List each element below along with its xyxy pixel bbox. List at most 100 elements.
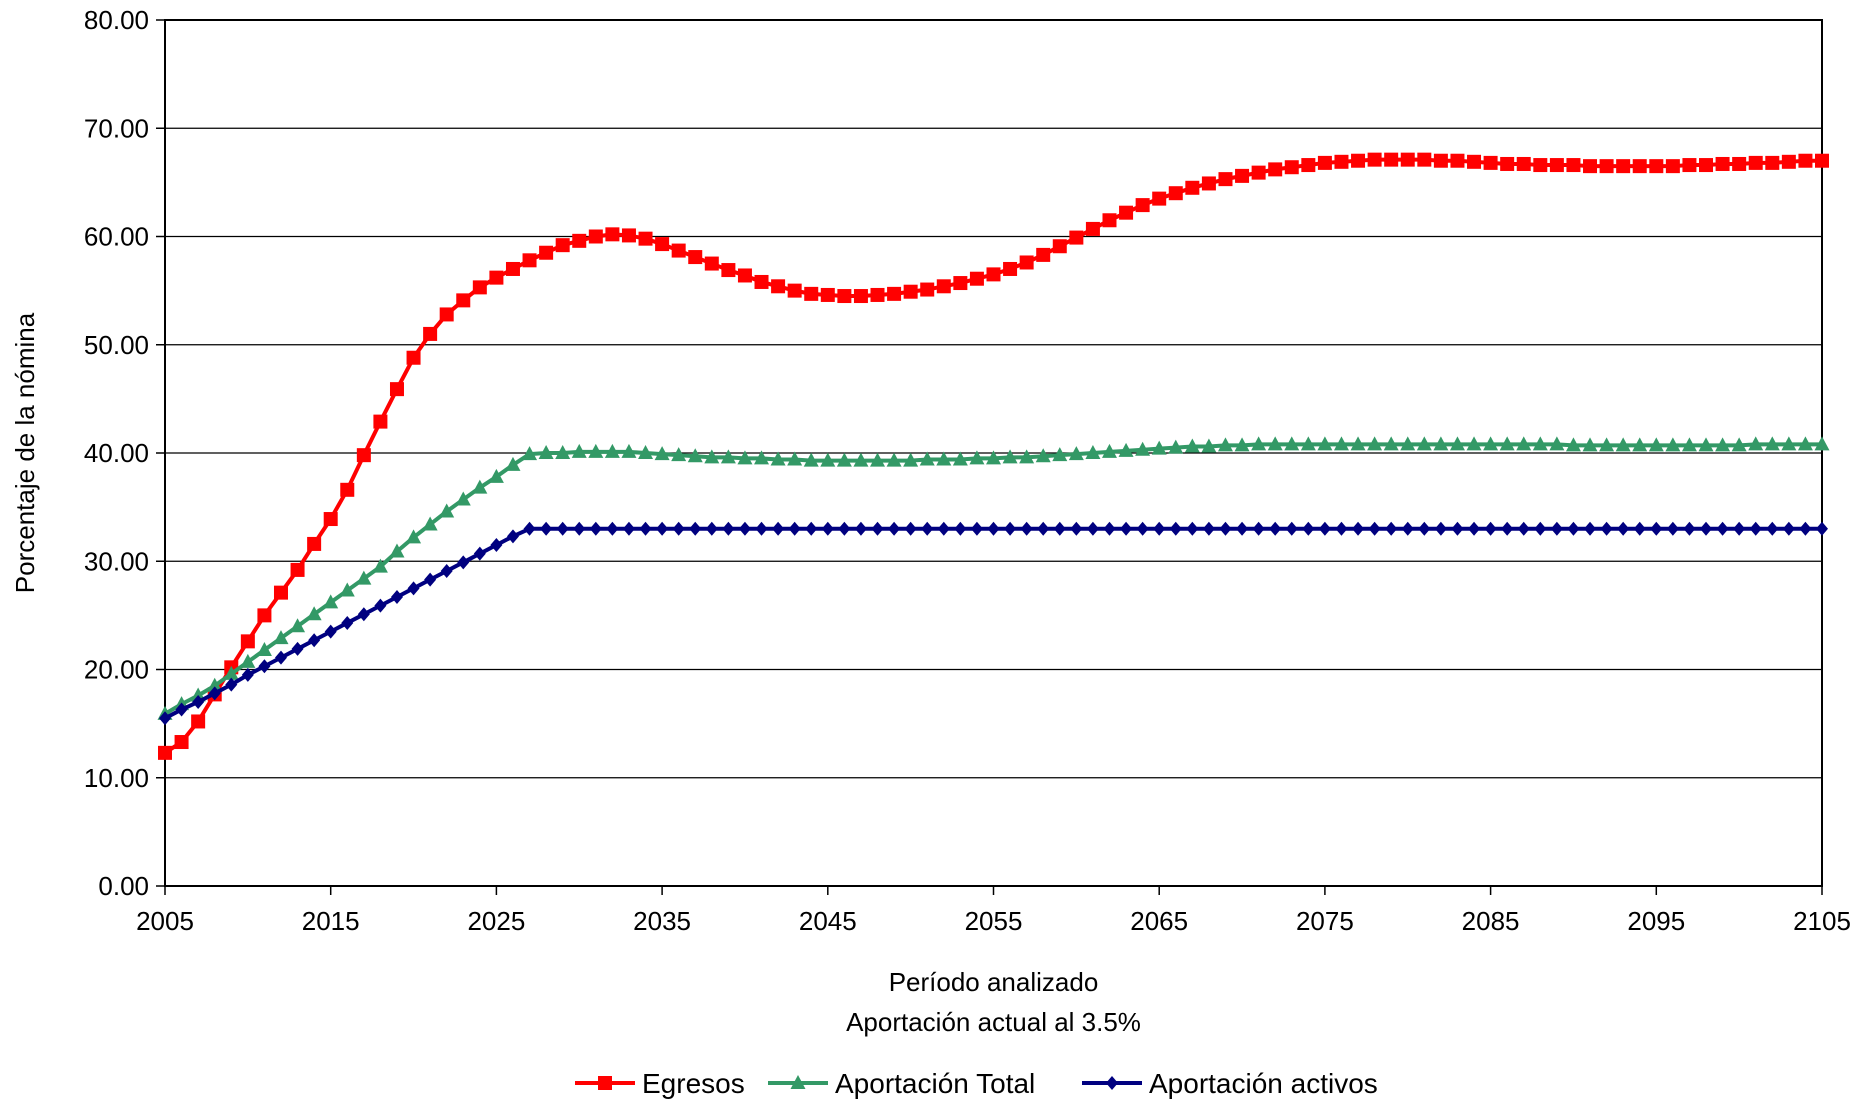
legend-item: Egresos: [575, 1068, 745, 1099]
data-point: [704, 449, 720, 464]
data-point: [888, 521, 901, 536]
y-tick-label: 70.00: [84, 113, 149, 143]
data-point: [638, 231, 653, 246]
data-point: [671, 243, 686, 258]
data-point: [903, 452, 919, 467]
data-point: [720, 449, 736, 464]
data-point: [424, 572, 437, 587]
data-point: [853, 452, 869, 467]
y-tick-label: 10.00: [84, 763, 149, 793]
series-aportacion-activos: [159, 521, 1828, 726]
data-point: [1367, 152, 1382, 167]
x-tick-label: 2025: [467, 906, 525, 936]
data-point: [1102, 213, 1117, 228]
data-point: [1368, 521, 1381, 536]
data-point: [323, 512, 338, 527]
data-point: [174, 735, 189, 750]
data-point: [308, 633, 321, 648]
data-point: [1716, 521, 1729, 536]
data-point: [1052, 447, 1068, 462]
data-point: [389, 382, 404, 397]
data-point: [473, 546, 486, 561]
data-point: [556, 521, 569, 536]
data-point: [1004, 521, 1017, 536]
data-point: [1267, 436, 1283, 451]
data-point: [1234, 437, 1250, 452]
data-point: [1418, 521, 1431, 536]
data-point: [356, 570, 372, 585]
data-point: [755, 521, 768, 536]
data-point: [1384, 152, 1399, 167]
data-point: [1417, 152, 1432, 167]
data-point: [1351, 153, 1366, 168]
x-tick-label: 2055: [965, 906, 1023, 936]
data-point: [240, 634, 255, 649]
data-point: [621, 443, 637, 458]
data-point: [1400, 152, 1415, 167]
data-point: [1815, 153, 1829, 168]
data-point: [588, 443, 604, 458]
data-point: [904, 521, 917, 536]
data-point: [1218, 172, 1233, 187]
data-point: [1698, 437, 1714, 452]
data-point: [1269, 521, 1282, 536]
data-point: [1449, 436, 1465, 451]
data-point: [406, 529, 422, 544]
data-point: [505, 456, 521, 471]
data-point: [1748, 436, 1764, 451]
data-point: [158, 745, 172, 760]
data-point: [1733, 521, 1746, 536]
data-point: [1120, 521, 1133, 536]
data-point: [986, 267, 1001, 282]
data-point: [1252, 521, 1265, 536]
data-point: [672, 521, 685, 536]
data-point: [571, 443, 587, 458]
series-aportacion-total: [157, 436, 1830, 720]
x-axis-ticks: 2005 2015 2025 2035 2045 2055 2065 2075 2085 2095…: [136, 886, 1851, 936]
data-point: [306, 606, 322, 621]
data-point: [1715, 437, 1731, 452]
data-point: [1217, 437, 1233, 452]
data-point: [1617, 521, 1630, 536]
data-point: [1534, 521, 1547, 536]
x-tick-label: 2005: [136, 906, 194, 936]
data-point: [1765, 155, 1780, 170]
data-point: [1251, 436, 1267, 451]
series-layer: [157, 152, 1830, 760]
data-point: [1070, 521, 1083, 536]
data-point: [1101, 443, 1117, 458]
data-point: [1285, 521, 1298, 536]
data-point: [175, 702, 188, 717]
data-point: [207, 677, 223, 692]
series-egresos: [158, 152, 1829, 760]
data-point: [1648, 437, 1664, 452]
data-point: [1019, 449, 1035, 464]
data-point: [1466, 436, 1482, 451]
data-point: [722, 521, 735, 536]
data-point: [788, 521, 801, 536]
data-point: [1583, 159, 1598, 174]
data-point: [969, 271, 984, 286]
data-point: [1401, 521, 1414, 536]
data-point: [1019, 255, 1034, 270]
data-point: [1433, 436, 1449, 451]
data-point: [1665, 159, 1680, 174]
data-point: [1797, 436, 1813, 451]
series-line: [164, 526, 1822, 720]
data-point: [1184, 438, 1200, 453]
data-point: [1153, 521, 1166, 536]
data-point: [225, 677, 238, 692]
data-point: [490, 538, 503, 553]
data-point: [1416, 436, 1432, 451]
data-point: [1350, 436, 1366, 451]
data-point: [290, 618, 306, 633]
data-point: [1383, 436, 1399, 451]
data-point: [953, 276, 968, 291]
data-point: [208, 686, 221, 701]
data-point: [1599, 159, 1614, 174]
data-point: [1367, 436, 1383, 451]
data-point: [854, 521, 867, 536]
data-point: [324, 624, 337, 639]
data-point: [1715, 156, 1730, 171]
data-point: [836, 452, 852, 467]
